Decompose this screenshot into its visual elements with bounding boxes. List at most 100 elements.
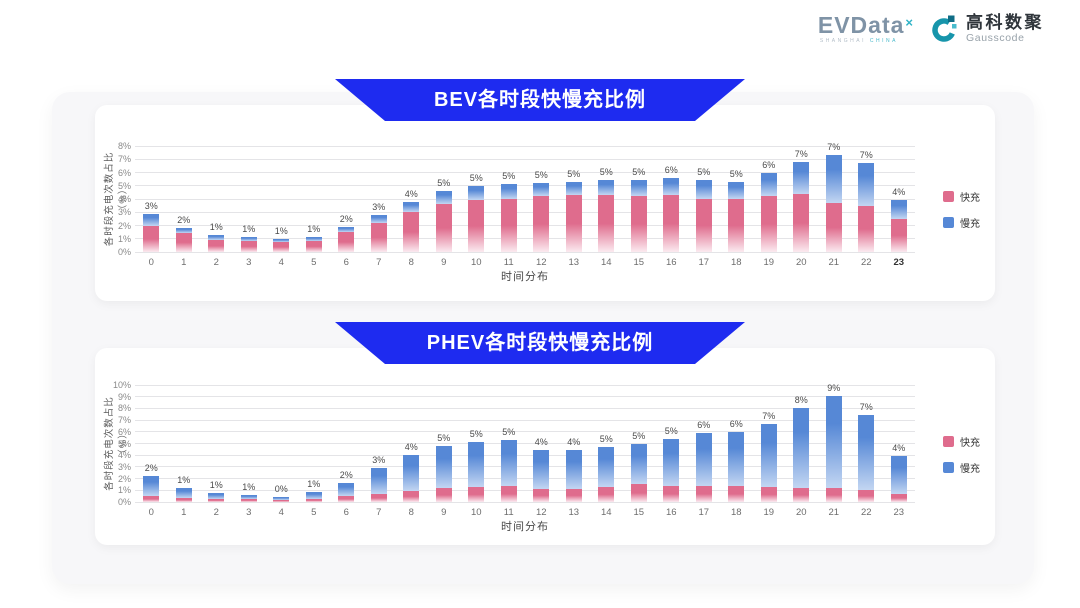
bar-slow-segment[interactable]	[403, 455, 420, 492]
bar-slow-segment[interactable]	[175, 228, 192, 234]
bar-slow-segment[interactable]	[825, 155, 842, 203]
bar-slow-segment[interactable]	[208, 492, 225, 499]
bar-slow-segment[interactable]	[305, 236, 322, 241]
bar-hour-10[interactable]	[468, 146, 485, 252]
bar-fast-segment[interactable]	[338, 496, 355, 502]
bar-hour-5[interactable]	[305, 385, 322, 502]
bar-fast-segment[interactable]	[143, 496, 160, 502]
bar-fast-segment[interactable]	[403, 212, 420, 252]
bar-hour-21[interactable]	[825, 146, 842, 252]
legend-item-fast[interactable]: 快充	[943, 434, 980, 449]
bar-hour-2[interactable]	[208, 146, 225, 252]
bar-slow-segment[interactable]	[890, 200, 907, 219]
bar-fast-segment[interactable]	[240, 499, 257, 502]
bar-hour-20[interactable]	[793, 146, 810, 252]
bar-slow-segment[interactable]	[175, 487, 192, 498]
bar-fast-segment[interactable]	[695, 485, 712, 502]
bar-slow-segment[interactable]	[695, 432, 712, 486]
bar-fast-segment[interactable]	[305, 498, 322, 502]
bar-fast-segment[interactable]	[175, 497, 192, 502]
bar-slow-segment[interactable]	[630, 443, 647, 485]
bar-hour-11[interactable]	[500, 385, 517, 502]
bar-slow-segment[interactable]	[338, 483, 355, 497]
bar-slow-segment[interactable]	[500, 184, 517, 199]
bar-fast-segment[interactable]	[858, 205, 875, 252]
bar-fast-segment[interactable]	[858, 490, 875, 502]
bar-hour-4[interactable]	[273, 385, 290, 502]
bar-fast-segment[interactable]	[468, 486, 485, 502]
bar-hour-0[interactable]	[143, 385, 160, 502]
bar-hour-13[interactable]	[565, 146, 582, 252]
bar-hour-3[interactable]	[240, 385, 257, 502]
bar-hour-22[interactable]	[858, 385, 875, 502]
bar-hour-7[interactable]	[370, 146, 387, 252]
bar-hour-22[interactable]	[858, 146, 875, 252]
bar-fast-segment[interactable]	[273, 499, 290, 502]
bar-fast-segment[interactable]	[695, 199, 712, 252]
bar-hour-8[interactable]	[403, 385, 420, 502]
bar-hour-17[interactable]	[695, 146, 712, 252]
bar-hour-6[interactable]	[338, 385, 355, 502]
bar-slow-segment[interactable]	[793, 161, 810, 194]
bar-fast-segment[interactable]	[143, 225, 160, 252]
bar-slow-segment[interactable]	[533, 183, 550, 197]
bar-hour-20[interactable]	[793, 385, 810, 502]
bar-hour-1[interactable]	[175, 146, 192, 252]
bar-hour-15[interactable]	[630, 146, 647, 252]
bar-hour-8[interactable]	[403, 146, 420, 252]
bar-slow-segment[interactable]	[435, 445, 452, 488]
bar-fast-segment[interactable]	[565, 488, 582, 502]
bar-fast-segment[interactable]	[825, 202, 842, 252]
bar-hour-4[interactable]	[273, 146, 290, 252]
bar-slow-segment[interactable]	[533, 449, 550, 489]
bar-fast-segment[interactable]	[825, 487, 842, 502]
bar-slow-segment[interactable]	[728, 431, 745, 486]
bar-hour-0[interactable]	[143, 146, 160, 252]
bar-slow-segment[interactable]	[208, 234, 225, 241]
bar-slow-segment[interactable]	[305, 492, 322, 499]
bar-fast-segment[interactable]	[793, 193, 810, 252]
bar-fast-segment[interactable]	[403, 491, 420, 502]
bar-fast-segment[interactable]	[760, 486, 777, 502]
bar-fast-segment[interactable]	[370, 222, 387, 252]
bar-slow-segment[interactable]	[663, 177, 680, 196]
bar-fast-segment[interactable]	[630, 196, 647, 252]
bar-fast-segment[interactable]	[565, 195, 582, 252]
bar-fast-segment[interactable]	[533, 196, 550, 252]
bar-hour-18[interactable]	[728, 146, 745, 252]
bar-hour-14[interactable]	[598, 146, 615, 252]
bar-fast-segment[interactable]	[533, 488, 550, 502]
bar-hour-18[interactable]	[728, 385, 745, 502]
bar-fast-segment[interactable]	[760, 196, 777, 252]
bar-slow-segment[interactable]	[760, 423, 777, 487]
bar-hour-15[interactable]	[630, 385, 647, 502]
bar-slow-segment[interactable]	[760, 172, 777, 197]
bar-slow-segment[interactable]	[793, 408, 810, 488]
bar-hour-19[interactable]	[760, 385, 777, 502]
bar-hour-16[interactable]	[663, 146, 680, 252]
bar-fast-segment[interactable]	[305, 240, 322, 252]
bar-fast-segment[interactable]	[663, 485, 680, 502]
bar-hour-12[interactable]	[533, 146, 550, 252]
bar-hour-19[interactable]	[760, 146, 777, 252]
bar-slow-segment[interactable]	[403, 201, 420, 213]
bar-fast-segment[interactable]	[598, 486, 615, 502]
bar-fast-segment[interactable]	[728, 485, 745, 502]
legend-item-fast[interactable]: 快充	[943, 189, 980, 204]
bar-slow-segment[interactable]	[598, 180, 615, 196]
bar-slow-segment[interactable]	[370, 468, 387, 494]
bar-hour-2[interactable]	[208, 385, 225, 502]
bar-hour-7[interactable]	[370, 385, 387, 502]
bar-hour-12[interactable]	[533, 385, 550, 502]
bar-slow-segment[interactable]	[858, 163, 875, 206]
bar-hour-1[interactable]	[175, 385, 192, 502]
bar-slow-segment[interactable]	[435, 191, 452, 205]
bar-hour-5[interactable]	[305, 146, 322, 252]
bar-fast-segment[interactable]	[370, 493, 387, 502]
bar-slow-segment[interactable]	[565, 181, 582, 196]
bar-hour-16[interactable]	[663, 385, 680, 502]
bar-fast-segment[interactable]	[435, 204, 452, 252]
bar-hour-23[interactable]	[890, 146, 907, 252]
bar-slow-segment[interactable]	[565, 449, 582, 489]
bar-hour-21[interactable]	[825, 385, 842, 502]
